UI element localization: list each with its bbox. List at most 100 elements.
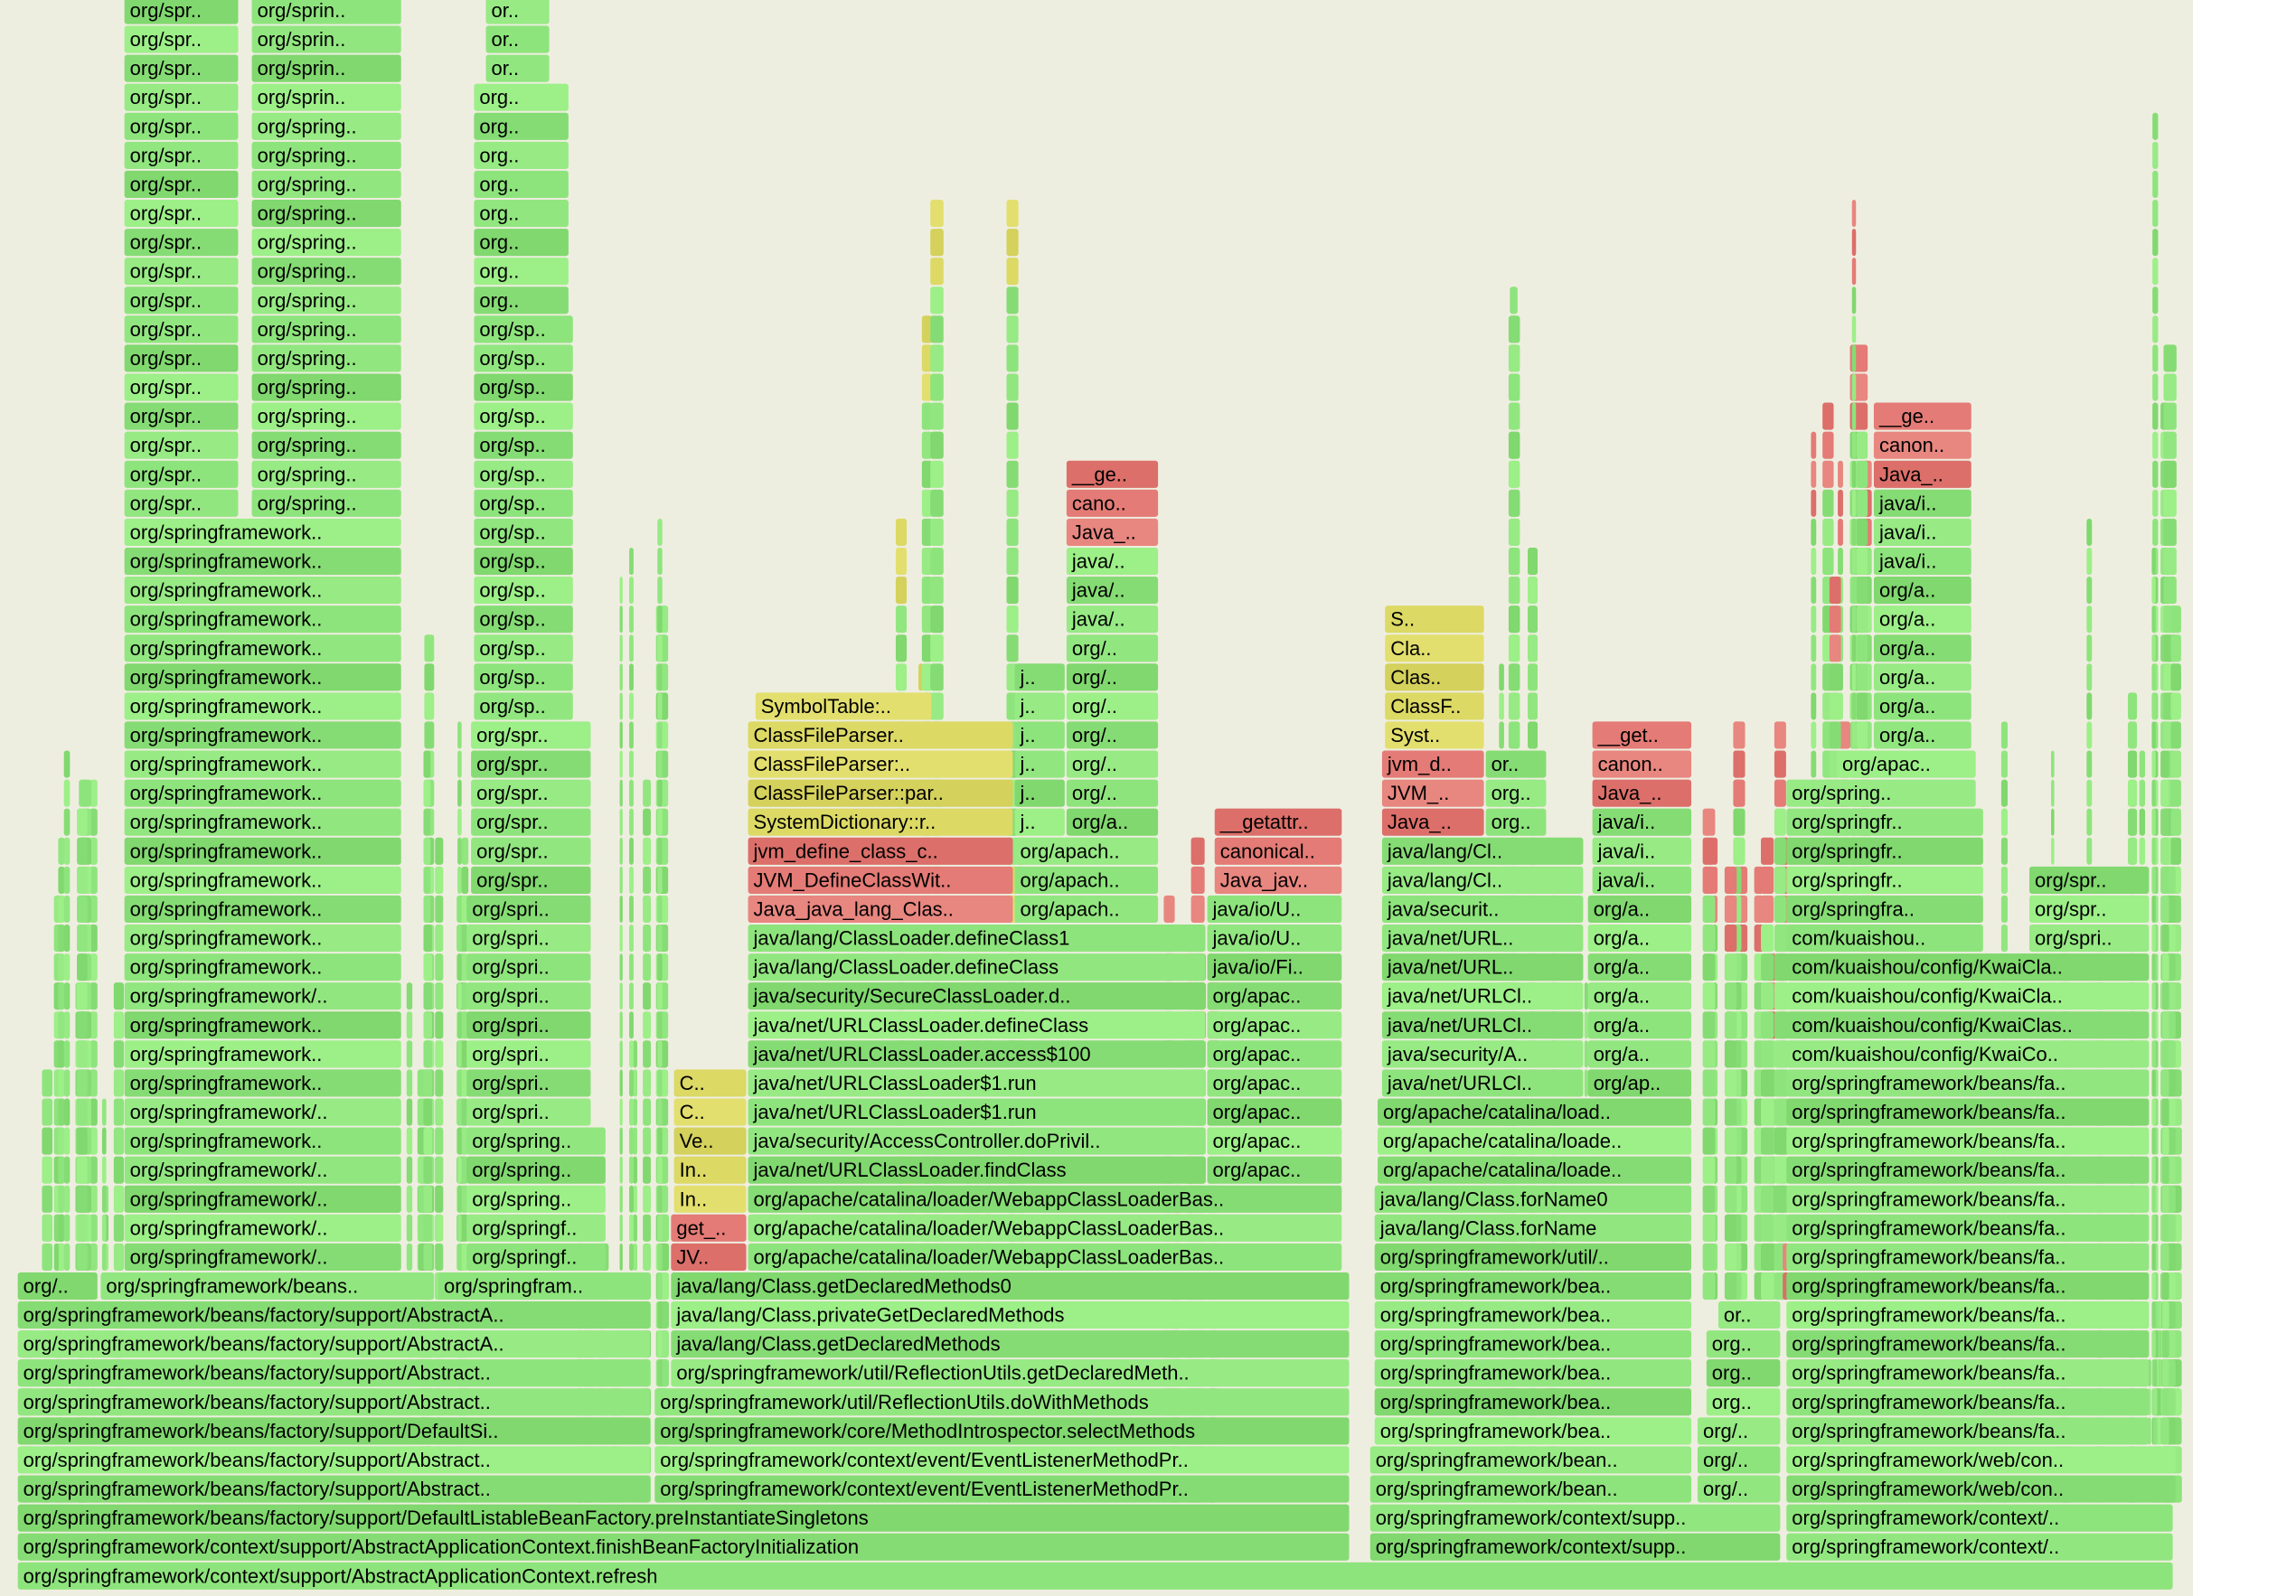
frame[interactable] [671,1243,747,1271]
frame[interactable] [124,25,239,53]
frame[interactable] [1786,895,1983,924]
frame[interactable] [1786,1272,2150,1300]
frame[interactable] [251,258,401,286]
frame[interactable] [124,112,239,140]
frame[interactable] [673,1098,747,1126]
frame[interactable] [251,460,401,488]
frame[interactable] [1014,808,1065,836]
frame[interactable] [124,460,239,488]
frame[interactable] [1837,750,1976,778]
frame[interactable] [124,431,239,459]
frame[interactable] [474,315,573,343]
frame[interactable] [1786,1359,2150,1387]
frame[interactable] [474,373,573,401]
frame[interactable] [748,866,1013,894]
frame[interactable] [1207,982,1342,1010]
frame[interactable] [671,1301,1350,1329]
frame[interactable] [251,373,401,401]
frame[interactable] [124,1040,401,1068]
frame[interactable] [124,1127,401,1155]
frame[interactable] [1873,606,1971,634]
frame[interactable] [1786,1504,2173,1532]
frame[interactable] [1786,1011,2150,1039]
frame[interactable] [124,1156,401,1184]
frame[interactable] [124,258,239,286]
frame[interactable] [673,1156,747,1184]
frame[interactable] [17,1533,1350,1561]
frame[interactable] [474,199,569,228]
frame[interactable] [1786,1127,2150,1155]
frame[interactable] [1385,692,1484,720]
frame[interactable] [100,1272,434,1300]
frame[interactable] [671,1272,1350,1300]
frame[interactable] [748,953,1206,981]
frame[interactable] [1587,1011,1692,1039]
frame[interactable] [1207,1011,1342,1039]
frame[interactable] [124,866,401,894]
frame[interactable] [466,1127,606,1155]
frame[interactable] [1786,1185,2150,1213]
frame[interactable] [748,779,1013,807]
frame[interactable] [471,808,591,836]
frame[interactable] [1697,1475,1781,1503]
frame[interactable] [124,634,401,662]
frame[interactable] [1066,634,1159,662]
frame[interactable] [124,344,239,372]
frame[interactable] [1786,924,1983,953]
frame[interactable] [1717,1301,1781,1329]
frame[interactable] [471,837,591,865]
frame[interactable] [124,402,239,430]
frame[interactable] [466,1040,591,1068]
frame[interactable] [438,1272,651,1300]
frame[interactable] [1786,953,2150,981]
frame[interactable] [251,344,401,372]
frame[interactable] [466,1098,591,1126]
frame[interactable] [124,1011,401,1039]
frame[interactable] [124,837,401,865]
frame[interactable] [1214,837,1342,865]
frame[interactable] [755,692,932,720]
frame[interactable] [17,1417,651,1445]
frame[interactable] [124,373,239,401]
frame[interactable] [748,1011,1206,1039]
frame[interactable] [1381,779,1484,807]
frame[interactable] [485,0,550,24]
frame[interactable] [1786,1330,2150,1358]
frame[interactable] [124,0,239,24]
frame[interactable] [748,924,1206,953]
frame[interactable] [2029,924,2150,953]
frame[interactable] [1014,895,1159,924]
frame[interactable] [474,460,573,488]
frame[interactable] [466,1243,606,1271]
frame[interactable] [1385,634,1484,662]
frame[interactable] [1214,808,1342,836]
frame[interactable] [124,606,401,634]
frame[interactable] [1592,721,1692,749]
frame[interactable] [471,750,591,778]
frame[interactable] [673,1127,747,1155]
frame[interactable] [1485,750,1547,778]
frame[interactable] [1207,1127,1342,1155]
frame[interactable] [2029,866,2150,894]
frame[interactable] [1873,721,1971,749]
frame[interactable] [1066,721,1159,749]
frame[interactable] [124,1243,401,1271]
frame[interactable] [654,1446,1350,1474]
frame[interactable] [1786,1214,2150,1242]
frame[interactable] [1207,1098,1342,1126]
frame[interactable] [1014,779,1065,807]
frame[interactable] [124,315,239,343]
frame[interactable] [748,1069,1206,1097]
frame[interactable] [1066,692,1159,720]
frame[interactable] [17,1330,651,1358]
frame[interactable] [124,808,401,836]
frame[interactable] [1014,721,1065,749]
frame[interactable] [251,286,401,315]
frame[interactable] [1873,489,1971,517]
frame[interactable] [124,982,401,1010]
frame[interactable] [1587,1040,1692,1068]
frame[interactable] [466,953,591,981]
frame[interactable] [471,721,591,749]
frame[interactable] [1385,663,1484,691]
frame[interactable] [1066,750,1159,778]
